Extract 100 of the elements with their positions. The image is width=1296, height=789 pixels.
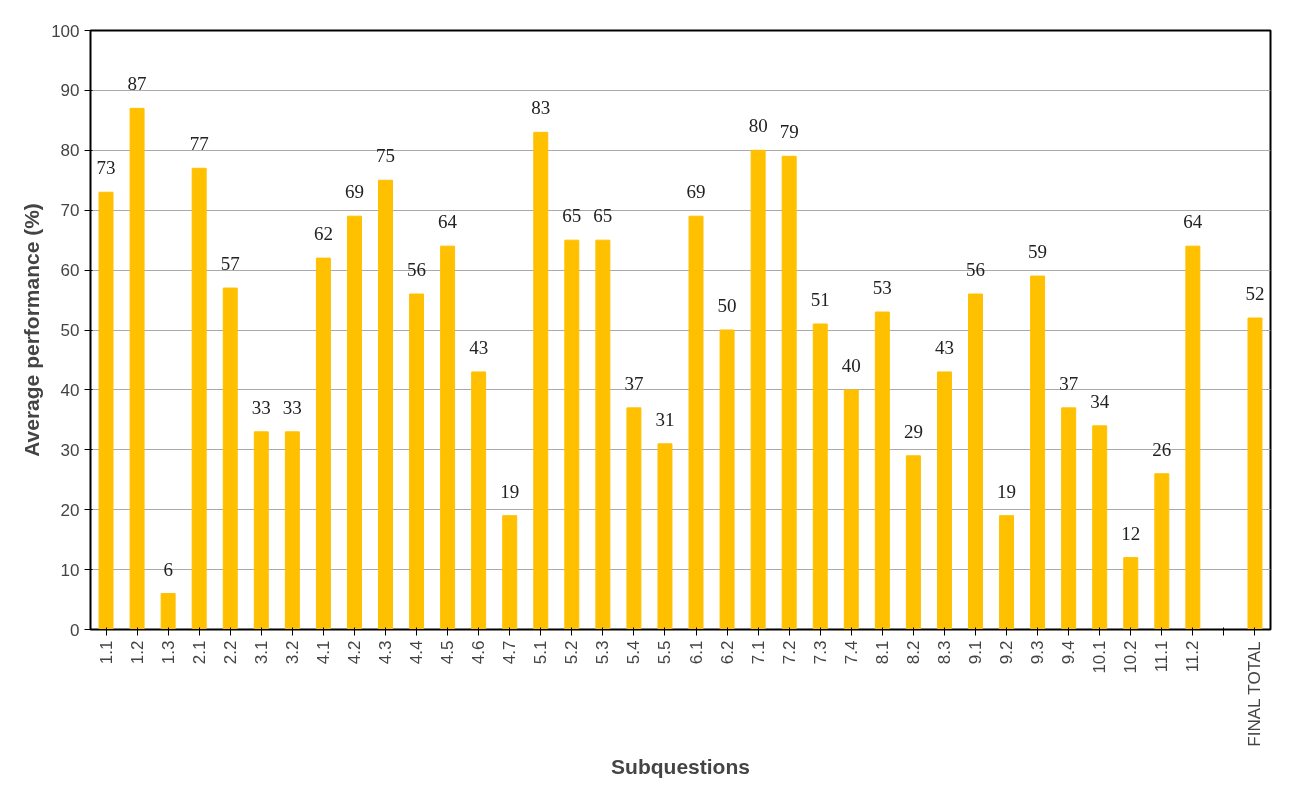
y-tick-label: 70	[60, 201, 80, 221]
y-tick-label: 50	[60, 321, 80, 340]
x-tick-label: FINAL TOTAL	[1245, 641, 1265, 747]
x-tick-label: 7.4	[841, 640, 861, 665]
data-label: 26	[1152, 438, 1172, 460]
y-tick-label: 10	[60, 560, 80, 580]
bar	[1092, 425, 1108, 630]
x-tick-label: 9.1	[966, 640, 985, 665]
data-label: 64	[1183, 211, 1203, 233]
bar	[999, 515, 1015, 630]
bar	[129, 107, 145, 630]
bar	[564, 239, 580, 630]
x-tick-label: 4.7	[500, 640, 520, 665]
x-tick-label: 5.3	[593, 640, 613, 665]
data-label: 19	[997, 480, 1017, 502]
bar	[1123, 557, 1139, 630]
bar	[657, 443, 673, 630]
bar	[719, 329, 735, 630]
data-label: 56	[966, 259, 985, 281]
data-label: 80	[748, 115, 768, 137]
y-tick-label: 20	[60, 500, 80, 520]
data-label: 52	[1245, 283, 1265, 305]
data-label: 77	[189, 133, 209, 155]
x-tick-label: 3.2	[282, 640, 302, 665]
bar	[1185, 245, 1201, 630]
data-label: 53	[872, 277, 892, 299]
x-tick-label: 5.5	[655, 640, 675, 665]
data-label: 37	[624, 372, 644, 394]
bar	[284, 431, 300, 630]
data-label: 65	[593, 205, 613, 227]
x-tick-label: 4.6	[469, 640, 489, 665]
data-label: 19	[500, 480, 520, 502]
bar	[315, 257, 331, 630]
bar	[409, 293, 425, 630]
data-label: 87	[127, 73, 147, 95]
x-tick-label: 9.2	[997, 640, 1017, 665]
bar	[98, 191, 114, 630]
data-label: 37	[1059, 372, 1079, 394]
x-tick-label: 10.2	[1121, 640, 1141, 674]
x-tick-label: 8.3	[934, 640, 954, 665]
bar	[595, 239, 611, 630]
x-tick-label: 4.4	[407, 640, 427, 665]
x-tick-label: 4.3	[376, 640, 395, 665]
x-tick-label: 3.1	[251, 640, 271, 665]
bar	[1061, 407, 1077, 630]
bar	[626, 407, 642, 630]
y-tick-label: 40	[60, 380, 80, 400]
data-label: 43	[934, 336, 954, 358]
x-tick-label: 2.1	[189, 640, 209, 665]
x-tick-label: 7.3	[810, 640, 830, 665]
data-label: 31	[655, 408, 675, 430]
x-tick-label: 6.1	[686, 640, 706, 665]
x-tick-label: 1.1	[96, 640, 116, 665]
bar	[378, 179, 393, 630]
bar	[1154, 473, 1170, 630]
y-axis-title: Average performance (%)	[20, 203, 44, 457]
y-tick-label: 0	[70, 620, 80, 640]
x-tick-label: 9.3	[1028, 640, 1048, 665]
x-axis-title: Subquestions	[611, 754, 750, 778]
data-label: 83	[531, 97, 551, 119]
y-tick-label: 90	[60, 81, 80, 101]
bar	[843, 389, 859, 630]
bar	[812, 323, 828, 630]
bar	[750, 149, 766, 630]
data-label: 40	[841, 354, 861, 376]
data-label: 57	[220, 253, 240, 275]
data-label: 69	[344, 181, 364, 203]
y-tick-label: 80	[60, 141, 80, 161]
bar	[874, 311, 890, 630]
y-tick-label: 100	[51, 21, 80, 41]
bar	[688, 215, 704, 630]
x-tick-label: 4.5	[438, 640, 458, 665]
data-label: 56	[407, 259, 427, 281]
data-label: 34	[1090, 390, 1110, 412]
data-label: 75	[376, 145, 395, 167]
x-tick-label: 8.2	[903, 640, 923, 665]
bar	[1030, 275, 1046, 630]
x-tick-label: 5.4	[624, 640, 644, 665]
x-tick-label: 8.1	[872, 640, 892, 665]
data-label: 12	[1121, 522, 1141, 544]
bar	[253, 431, 269, 630]
data-label: 50	[717, 295, 737, 316]
bar	[222, 287, 238, 630]
x-tick-label: 7.2	[779, 640, 799, 665]
x-tick-label: 2.2	[220, 640, 240, 665]
data-label: 6	[163, 558, 173, 580]
x-tick-label: 9.4	[1059, 640, 1079, 665]
x-tick-label: 5.1	[531, 640, 551, 665]
data-label: 29	[903, 420, 923, 442]
data-label: 33	[251, 396, 271, 418]
x-tick-label: 5.2	[562, 640, 582, 665]
data-label: 43	[469, 336, 489, 358]
data-label: 65	[562, 205, 582, 227]
bar	[160, 593, 176, 630]
x-tick-label: 1.2	[127, 640, 147, 665]
bar	[781, 155, 797, 630]
data-label: 73	[96, 157, 116, 179]
x-tick-label: 4.1	[313, 640, 333, 665]
bar	[502, 515, 518, 630]
data-label: 59	[1028, 241, 1048, 263]
